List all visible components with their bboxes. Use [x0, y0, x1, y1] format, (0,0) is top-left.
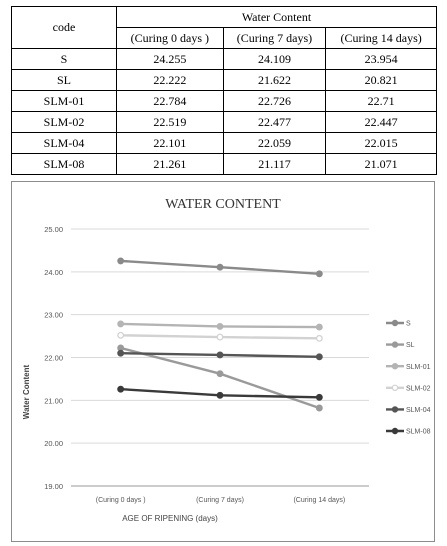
data-point: [315, 323, 323, 331]
row-code: SL: [11, 69, 117, 91]
row-value: 21.071: [325, 153, 437, 175]
row-value: 20.821: [325, 69, 437, 91]
legend-marker: [391, 406, 399, 413]
table-row: SLM-02 22.519 22.477 22.447: [11, 111, 437, 133]
table-row: SL 22.222 21.622 20.821: [11, 69, 437, 91]
water-content-header: Water Content: [116, 6, 437, 28]
row-value: 22.726: [222, 90, 327, 112]
row-code: SLM-08: [11, 153, 117, 175]
table-row: S 24.255 24.109 23.954: [11, 48, 437, 70]
x-tick-label: (Curing 7 days): [196, 497, 244, 504]
data-point: [216, 351, 224, 359]
y-tick-label: 20.00: [44, 439, 63, 448]
data-point: [117, 331, 125, 339]
y-tick-label: 23.00: [44, 311, 63, 320]
y-tick-label: 19.00: [44, 482, 63, 491]
row-value: 21.261: [116, 153, 224, 175]
chart-canvas: WATER CONTENT 19.00 20.00 21.00 22.00 23.00 2…: [22, 197, 431, 523]
data-point: [117, 320, 125, 328]
table-row: SLM-08 21.261 21.117 21.071: [11, 153, 437, 175]
row-value: 22.784: [116, 90, 224, 112]
legend-marker: [391, 341, 399, 348]
chart-legend: S SL SLM-01 SLM-02 SLM-04 SLM-08: [386, 319, 431, 436]
row-value: 21.117: [222, 153, 327, 175]
data-point: [216, 391, 224, 399]
data-point: [315, 270, 323, 278]
x-tick-label: (Curing 14 days): [293, 497, 345, 504]
legend-marker: [391, 427, 399, 435]
y-tick-label: 22.00: [44, 354, 63, 363]
data-point: [216, 370, 224, 378]
row-value: 24.109: [222, 48, 327, 70]
row-value: 22.519: [116, 111, 224, 133]
legend-label: SLM-04: [406, 407, 431, 414]
legend-label: SLM-08: [406, 429, 431, 436]
data-point: [216, 263, 224, 271]
data-point: [315, 393, 323, 401]
y-axis-label: Water Content: [22, 364, 31, 419]
row-code: SLM-02: [11, 111, 117, 133]
table-row: SLM-01 22.784 22.726 22.71: [11, 90, 437, 112]
row-value: 22.71: [325, 90, 437, 112]
water-content-table: code Water Content (Curing 0 days ) (Cur…: [11, 6, 437, 175]
legend-label: SL: [406, 342, 415, 349]
row-value: 22.101: [116, 132, 224, 154]
row-value: 22.447: [325, 111, 437, 133]
y-tick-label: 25.00: [44, 225, 63, 234]
row-code: S: [11, 48, 117, 70]
row-value: 21.622: [222, 69, 327, 91]
row-value: 22.015: [325, 132, 437, 154]
data-point: [315, 404, 323, 412]
x-tick-label: (Curing 0 days ): [96, 497, 146, 504]
legend-marker: [391, 384, 399, 391]
column-header: (Curing 0 days ): [116, 27, 224, 49]
chart-grid: [71, 228, 369, 487]
data-point: [315, 353, 323, 361]
row-value: 23.954: [325, 48, 437, 70]
row-value: 24.255: [116, 48, 224, 70]
legend-marker: [391, 362, 399, 370]
x-tick-labels: (Curing 0 days ) (Curing 7 days) (Curing 1…: [96, 497, 345, 504]
row-value: 22.477: [222, 111, 327, 133]
series-lines: [117, 257, 323, 412]
row-value: 22.222: [116, 69, 224, 91]
data-point: [216, 322, 224, 330]
code-header: code: [11, 6, 117, 49]
row-code: SLM-01: [11, 90, 117, 112]
data-point: [117, 349, 125, 357]
x-axis-label: AGE OF RIPENING (days): [122, 514, 218, 523]
y-tick-label: 21.00: [44, 396, 63, 405]
legend-label: SLM-01: [406, 364, 431, 371]
y-tick-labels: 19.00 20.00 21.00 22.00 23.00 24.00 25.00: [44, 225, 63, 491]
column-header: (Curing 7 days): [222, 27, 327, 49]
data-point: [216, 333, 224, 341]
chart-title: WATER CONTENT: [165, 197, 281, 212]
legend-marker: [391, 319, 399, 327]
legend-label: SLM-02: [406, 385, 431, 392]
data-point: [315, 334, 323, 342]
legend-label: S: [406, 321, 411, 328]
table-body: S 24.255 24.109 23.954 SL 22.222 21.622 20.821 S…: [11, 48, 437, 175]
data-point: [117, 385, 125, 393]
row-value: 22.059: [222, 132, 327, 154]
water-content-chart: WATER CONTENT 19.00 20.00 21.00 22.00 23.00 2…: [11, 181, 435, 542]
row-code: SLM-04: [11, 132, 117, 154]
table-row: SLM-04 22.101 22.059 22.015: [11, 132, 437, 154]
data-point: [117, 257, 125, 265]
column-header: (Curing 14 days): [325, 27, 437, 49]
y-tick-label: 24.00: [44, 268, 63, 277]
